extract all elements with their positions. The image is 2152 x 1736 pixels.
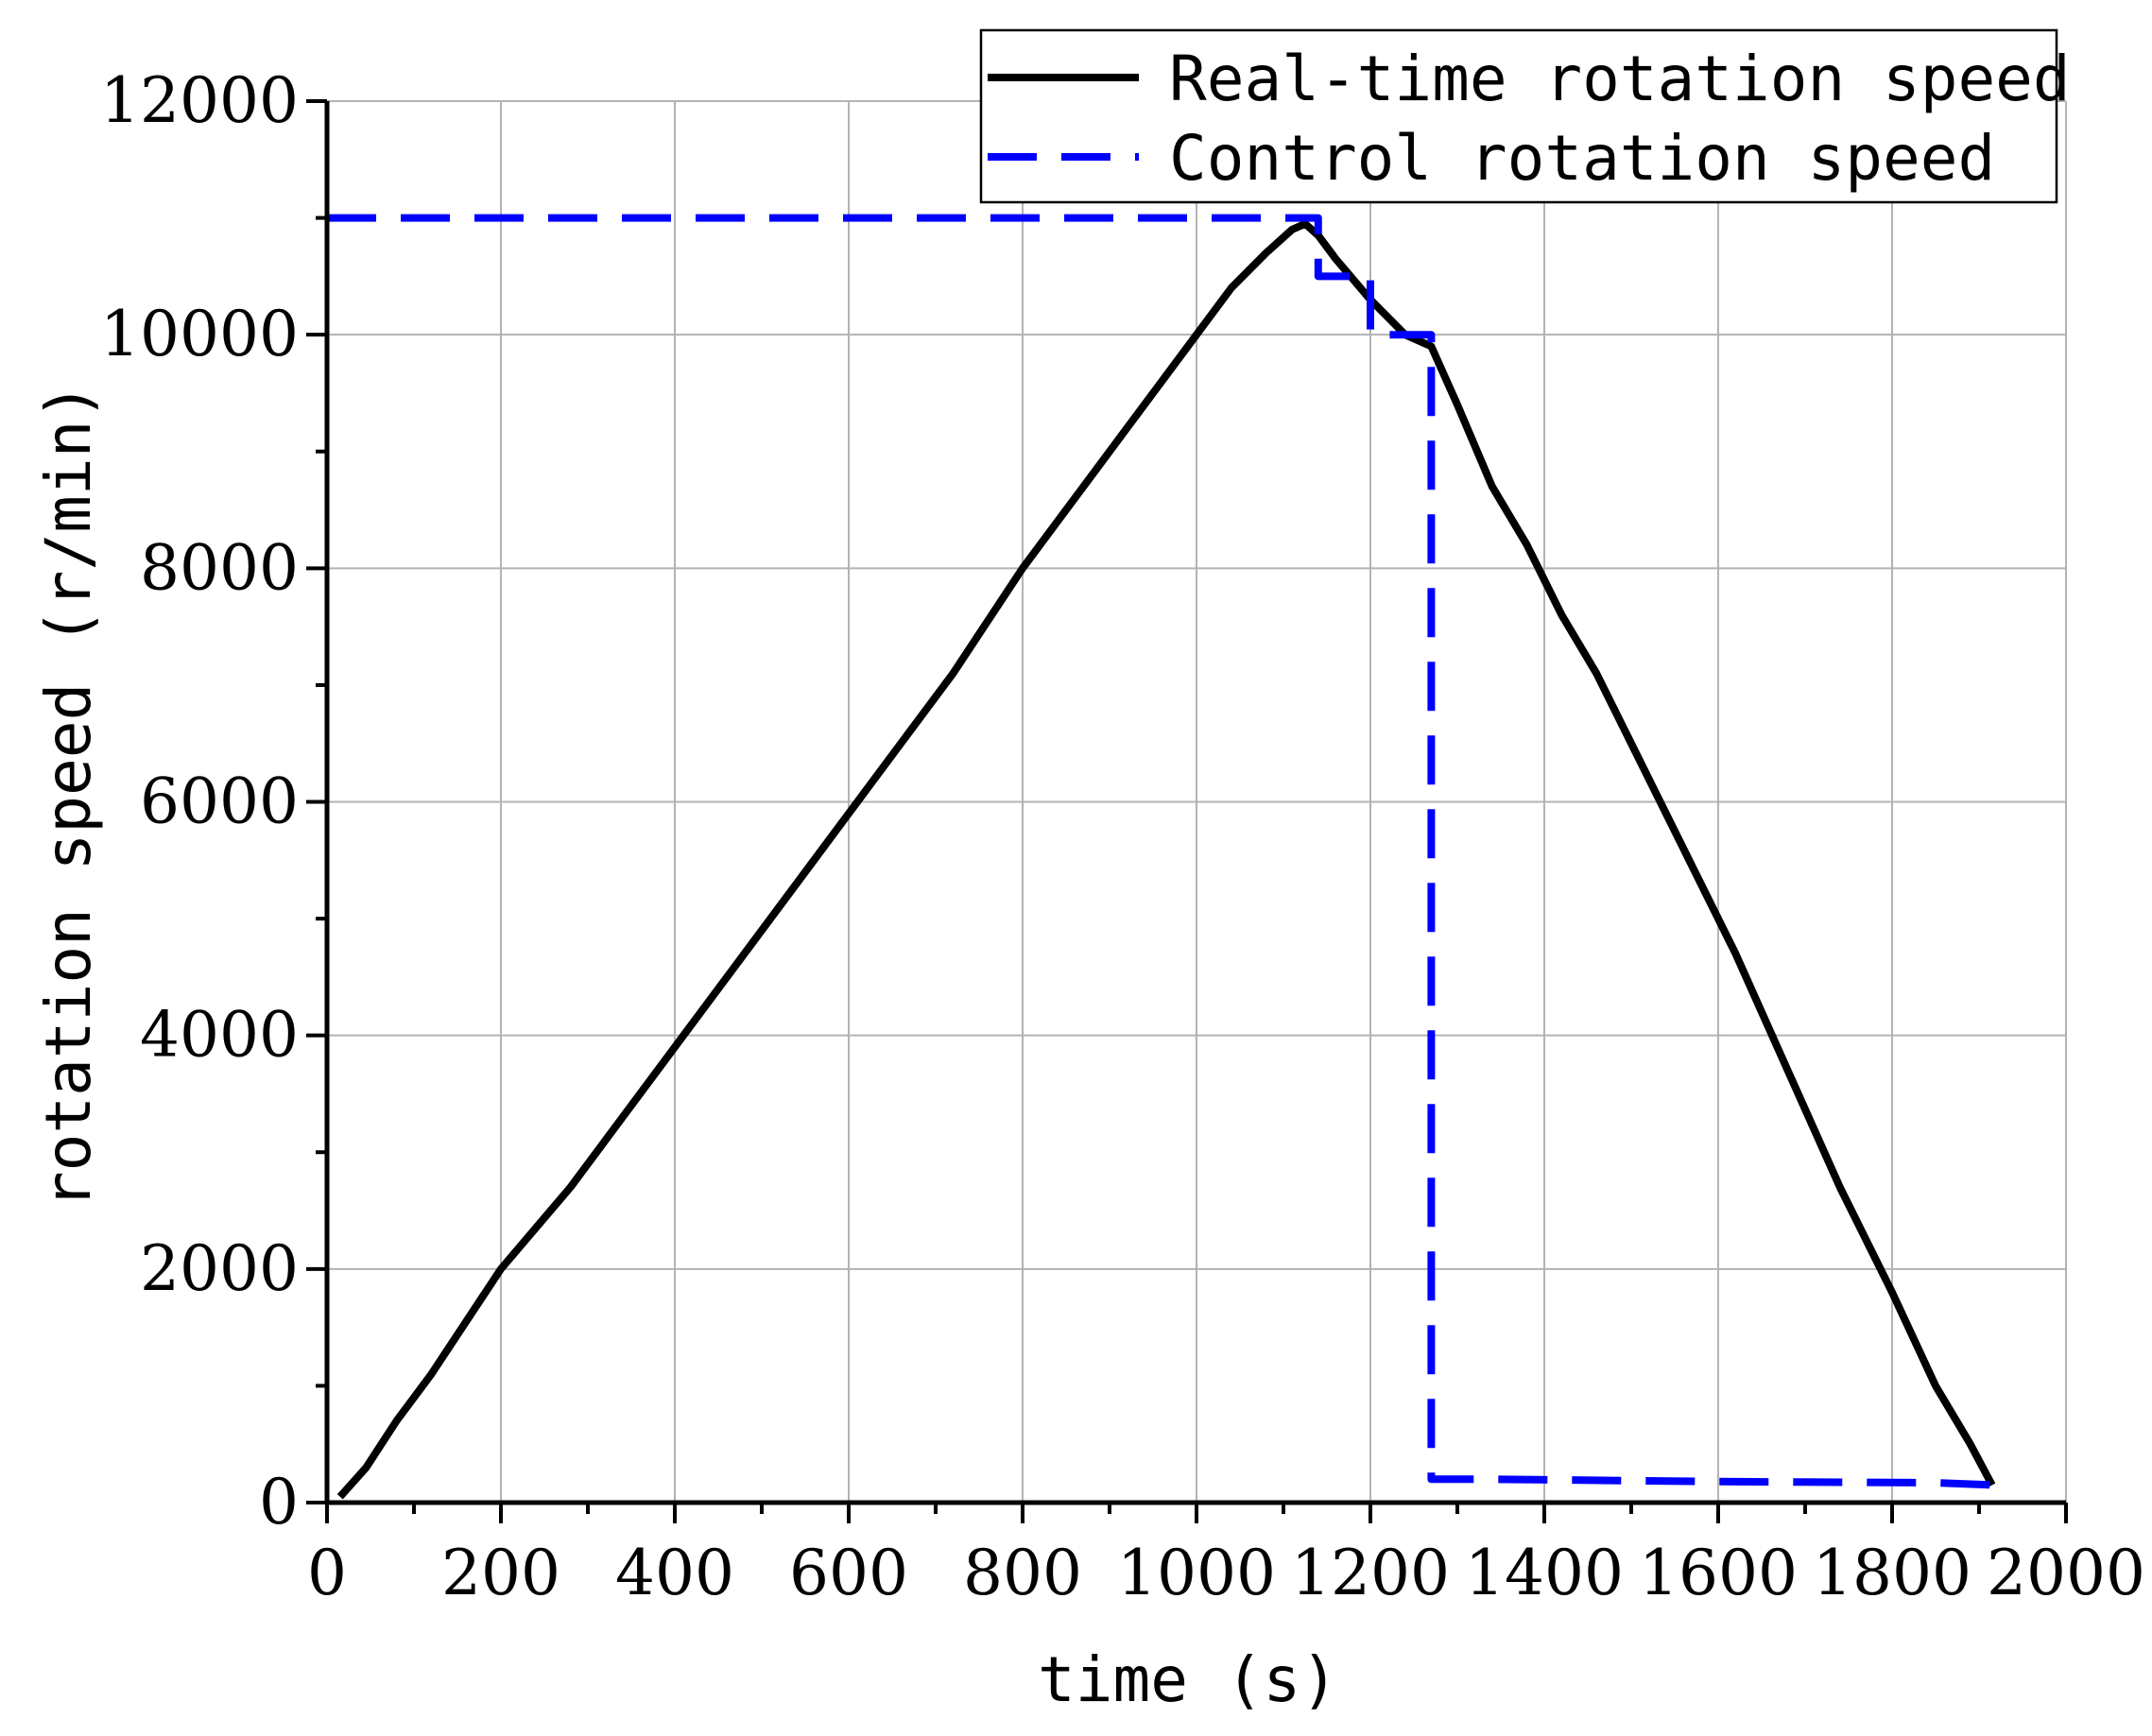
x-tick-label: 800: [963, 1537, 1082, 1609]
tick-labels: 0 200 400 600 800 1000 1200 1400 1600 1800 2000020…: [100, 64, 2145, 1609]
x-tick-label: 1600: [1639, 1537, 1798, 1609]
x-tick-label: 2000: [1987, 1537, 2145, 1609]
x-tick-label: 400: [615, 1537, 734, 1609]
x-tick-label: 0: [307, 1537, 347, 1609]
tick-marks: [306, 99, 2068, 1523]
y-axis-title: rotation speed (r/min): [32, 383, 105, 1209]
y-tick-label: 2000: [140, 1232, 299, 1305]
series-line-real-time: [336, 219, 1996, 1500]
x-tick-label: 1800: [1813, 1537, 1971, 1609]
series-lines: [327, 214, 1997, 1500]
series-line-control: [327, 214, 1997, 1489]
x-axis-title: time (s): [1038, 1643, 1338, 1716]
y-tick-label: 4000: [140, 999, 299, 1072]
legend-label-real-time: Real-time rotation speed: [1169, 43, 2071, 115]
gridlines: [327, 100, 2067, 1503]
y-tick-label: 6000: [140, 765, 299, 838]
x-tick-label: 600: [789, 1537, 908, 1609]
legend-label-control: Control rotation speed: [1169, 122, 1995, 195]
legend-box: [979, 28, 2058, 204]
x-tick-label: 1200: [1291, 1537, 1450, 1609]
y-tick-label: 8000: [140, 531, 299, 604]
y-tick-label: 12000: [100, 64, 299, 137]
x-tick-label: 200: [441, 1537, 560, 1609]
y-tick-label: 10000: [100, 298, 299, 370]
legend: Real-time rotation speed Control rotatio…: [979, 28, 2071, 204]
x-tick-label: 1000: [1117, 1537, 1276, 1609]
x-tick-label: 1400: [1465, 1537, 1624, 1609]
y-tick-label: 0: [259, 1466, 299, 1538]
